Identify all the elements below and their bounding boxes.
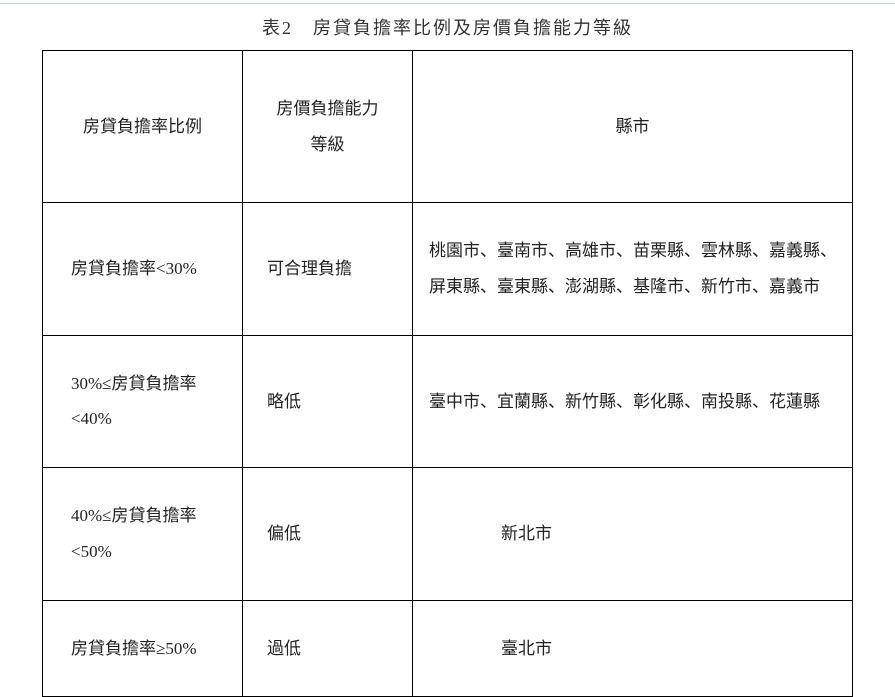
table-row: 40%≤房貸負擔率<50% 偏低 新北市 [43, 468, 853, 600]
table-row: 房貸負擔率<30% 可合理負擔 桃園市、臺南市、高雄市、苗栗縣、雲林縣、嘉義縣、… [43, 203, 853, 335]
table-caption: 表2 房貸負擔率比例及房價負擔能力等級 [0, 0, 895, 50]
table-row: 30%≤房貸負擔率<40% 略低 臺中市、宜蘭縣、新竹縣、彰化縣、南投縣、花蓮縣 [43, 335, 853, 467]
cell-city: 新北市 [413, 468, 853, 600]
cell-city: 桃園市、臺南市、高雄市、苗栗縣、雲林縣、嘉義縣、屏東縣、臺東縣、澎湖縣、基隆市、… [413, 203, 853, 335]
cell-ratio: 30%≤房貸負擔率<40% [43, 335, 243, 467]
header-ratio: 房貸負擔率比例 [43, 51, 243, 203]
cell-ratio: 房貸負擔率<30% [43, 203, 243, 335]
header-level: 房價負擔能力等級 [243, 51, 413, 203]
top-border-rule [0, 3, 895, 4]
cell-city: 臺中市、宜蘭縣、新竹縣、彰化縣、南投縣、花蓮縣 [413, 335, 853, 467]
cell-ratio: 房貸負擔率≥50% [43, 600, 243, 697]
cell-level: 過低 [243, 600, 413, 697]
header-city: 縣市 [413, 51, 853, 203]
table-container: 房貸負擔率比例 房價負擔能力等級 縣市 房貸負擔率<30% 可合理負擔 桃園市、… [0, 50, 895, 697]
cell-level: 可合理負擔 [243, 203, 413, 335]
cell-level: 略低 [243, 335, 413, 467]
cell-city: 臺北市 [413, 600, 853, 697]
header-row: 房貸負擔率比例 房價負擔能力等級 縣市 [43, 51, 853, 203]
table-row: 房貸負擔率≥50% 過低 臺北市 [43, 600, 853, 697]
cell-ratio: 40%≤房貸負擔率<50% [43, 468, 243, 600]
affordability-table: 房貸負擔率比例 房價負擔能力等級 縣市 房貸負擔率<30% 可合理負擔 桃園市、… [42, 50, 853, 697]
cell-level: 偏低 [243, 468, 413, 600]
